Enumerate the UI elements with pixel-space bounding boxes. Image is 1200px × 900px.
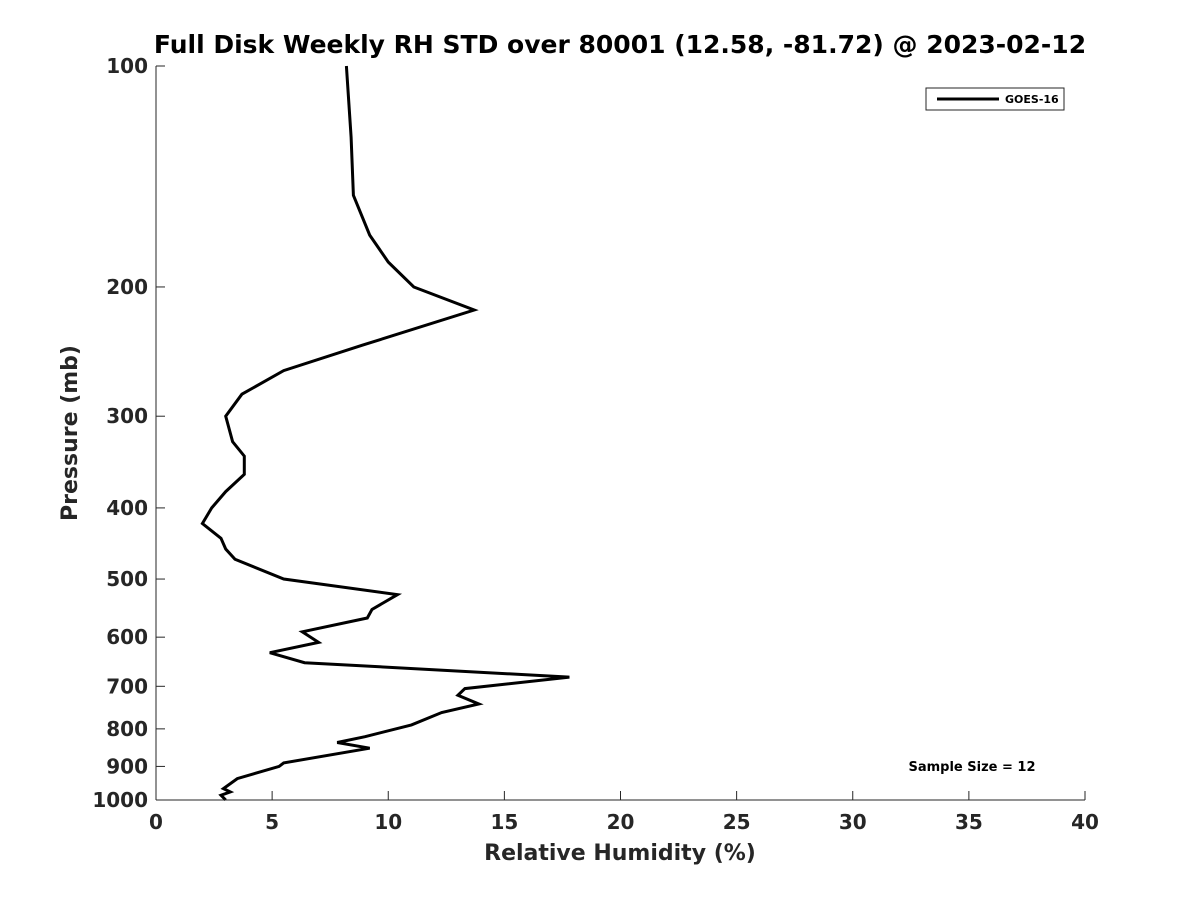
series-line-goes-16 — [200, 65, 570, 802]
legend: GOES-16 — [925, 87, 1065, 111]
y-axis-label: Pressure (mb) — [58, 345, 83, 521]
x-tick-label: 30 — [839, 810, 867, 834]
y-tick-label: 700 — [106, 674, 148, 698]
x-tick-label: 20 — [607, 810, 635, 834]
x-tick-label: 25 — [723, 810, 751, 834]
x-tick-label: 10 — [374, 810, 402, 834]
chart-title: Full Disk Weekly RH STD over 80001 (12.5… — [154, 30, 1086, 59]
x-axis-label: Relative Humidity (%) — [484, 841, 756, 866]
sample-size-annotation: Sample Size = 12 — [908, 760, 1035, 775]
y-tick-label: 500 — [106, 567, 148, 591]
y-tick-label: 400 — [106, 496, 148, 520]
y-tick-label: 300 — [106, 404, 148, 428]
x-axis-ticks: 0 5 10 15 20 25 30 35 40 — [149, 791, 1099, 834]
y-tick-label: 600 — [106, 625, 148, 649]
legend-label-goes-16: GOES-16 — [1005, 93, 1059, 106]
y-tick-label: 800 — [106, 717, 148, 741]
y-tick-label: 200 — [106, 275, 148, 299]
y-tick-label: 900 — [106, 754, 148, 778]
x-tick-label: 5 — [265, 810, 279, 834]
x-tick-label: 40 — [1071, 810, 1099, 834]
x-tick-label: 35 — [955, 810, 983, 834]
plot-area — [156, 66, 1085, 800]
series-group — [200, 65, 570, 802]
y-tick-label: 100 — [106, 54, 148, 78]
x-tick-label: 15 — [490, 810, 518, 834]
y-axis-ticks: 100 200 300 400 500 600 700 800 900 1000 — [92, 54, 165, 812]
y-tick-label: 1000 — [92, 788, 148, 812]
x-tick-label: 0 — [149, 810, 163, 834]
